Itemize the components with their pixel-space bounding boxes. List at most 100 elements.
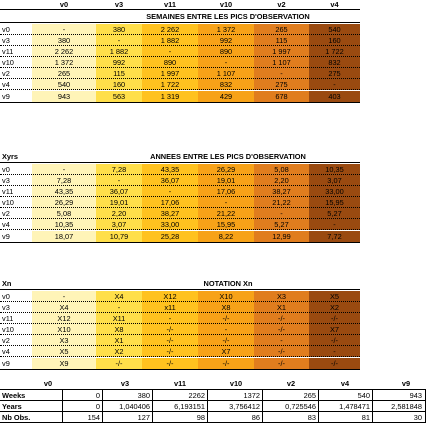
table-cell: -	[32, 164, 96, 175]
table-cell: 380	[32, 35, 96, 46]
footer-cell: 2262	[188, 391, 205, 400]
table-cell: -	[96, 175, 142, 186]
table-cell: 15,95	[198, 219, 254, 230]
footer-cell: 0	[95, 402, 100, 411]
footer-column-header: v11	[174, 379, 186, 388]
table-cell: 25,28	[142, 231, 198, 242]
row-label: v4	[2, 347, 10, 356]
row-label: v9	[2, 232, 10, 241]
row-label: v11	[2, 187, 14, 196]
table-cell: X1	[96, 335, 142, 346]
table-cell: X2	[309, 302, 360, 313]
section-title: ANNEES ENTRE LES PICS D'OBSERVATION	[150, 152, 306, 161]
table-cell: X4	[32, 302, 96, 313]
table-cell: X5	[309, 291, 360, 302]
table-cell: -/-	[142, 335, 198, 346]
table-cell: X7	[309, 324, 360, 335]
footer-column-header: v3	[120, 379, 130, 388]
table-cell: 10,35	[309, 164, 360, 175]
table-cell: -/-	[142, 346, 198, 357]
table-cell: 890	[142, 57, 198, 68]
table-cell: 12,99	[254, 231, 309, 242]
table-cell: 403	[309, 91, 360, 102]
table-cell: 1 997	[142, 68, 198, 79]
footer-cell: 1,478471	[339, 402, 370, 411]
row-label: v2	[2, 69, 10, 78]
footer-column-rule	[262, 389, 263, 422]
section-corner-label: Xn	[2, 279, 12, 288]
table-cell: -/-	[254, 313, 309, 324]
table-cell: 19,01	[96, 197, 142, 208]
footer-cell: 30	[413, 413, 422, 422]
table-cell: -/-	[309, 358, 360, 369]
footer-cell: 3,756412	[229, 402, 260, 411]
table-cell: 2 262	[142, 24, 198, 35]
table-cell: X11	[96, 313, 142, 324]
row-label: v9	[2, 92, 10, 101]
footer-cell: 154	[87, 413, 100, 422]
footer-cell: 2,581848	[391, 402, 422, 411]
table-cell: -/-	[254, 358, 309, 369]
footer-cell: 98	[196, 413, 205, 422]
table-cell: X10	[32, 324, 96, 335]
table-cell: -	[142, 313, 198, 324]
row-label: v3	[2, 36, 10, 45]
table-cell: -	[309, 346, 360, 357]
footer-column-rule	[62, 389, 63, 422]
table-cell: 10,79	[96, 231, 142, 242]
table-cell: -/-	[254, 346, 309, 357]
header-rule	[0, 9, 360, 10]
footer-column-header: v4	[340, 379, 350, 388]
table-cell: X1	[254, 302, 309, 313]
row-label: v0	[2, 165, 10, 174]
table-cell: 33,00	[142, 219, 198, 230]
row-separator	[0, 89, 360, 90]
row-label: v11	[2, 47, 14, 56]
table-cell: X4	[96, 291, 142, 302]
table-cell: 832	[309, 57, 360, 68]
footer-column-rule	[372, 389, 373, 422]
table-cell: 2 262	[32, 46, 96, 57]
row-label: v3	[2, 176, 10, 185]
table-cell: 10,35	[32, 219, 96, 230]
row-separator	[0, 67, 360, 68]
section-bottom-rule	[0, 369, 360, 370]
table-cell: X3	[254, 291, 309, 302]
row-label: v10	[2, 325, 14, 334]
footer-cell: 83	[307, 413, 316, 422]
table-cell: 5,08	[254, 164, 309, 175]
table-cell: 160	[96, 79, 142, 90]
row-separator	[0, 323, 360, 324]
table-cell: -/-	[309, 313, 360, 324]
row-separator	[0, 345, 360, 346]
footer-cell: 127	[137, 413, 150, 422]
section-title-rule	[0, 289, 360, 290]
footer-column-rule	[207, 389, 208, 422]
table-cell: -	[254, 335, 309, 346]
table-cell: -	[96, 302, 142, 313]
footer-row-rule	[0, 411, 426, 412]
footer-column-header: v0	[43, 379, 53, 388]
row-separator	[0, 56, 360, 57]
row-label: v4	[2, 220, 10, 229]
table-cell: -/-	[142, 358, 198, 369]
table-cell: 1 372	[198, 24, 254, 35]
table-cell: -/-	[198, 335, 254, 346]
table-cell: 275	[254, 79, 309, 90]
table-cell: 3,07	[309, 175, 360, 186]
table-cell: -/-	[198, 358, 254, 369]
table-cell: 7,28	[32, 175, 96, 186]
table-cell: -/-	[142, 324, 198, 335]
footer-column-rule	[102, 389, 103, 422]
footer-cell: 1,040406	[119, 402, 150, 411]
table-cell: 540	[309, 24, 360, 35]
table-cell: 943	[32, 91, 96, 102]
row-separator	[0, 174, 360, 175]
table-cell: 380	[96, 24, 142, 35]
column-header: v0	[59, 0, 69, 9]
table-cell: 19,01	[198, 175, 254, 186]
table-cell: 160	[309, 35, 360, 46]
table-cell: 3,07	[96, 219, 142, 230]
table-cell: 15,95	[309, 197, 360, 208]
table-cell: X5	[32, 346, 96, 357]
